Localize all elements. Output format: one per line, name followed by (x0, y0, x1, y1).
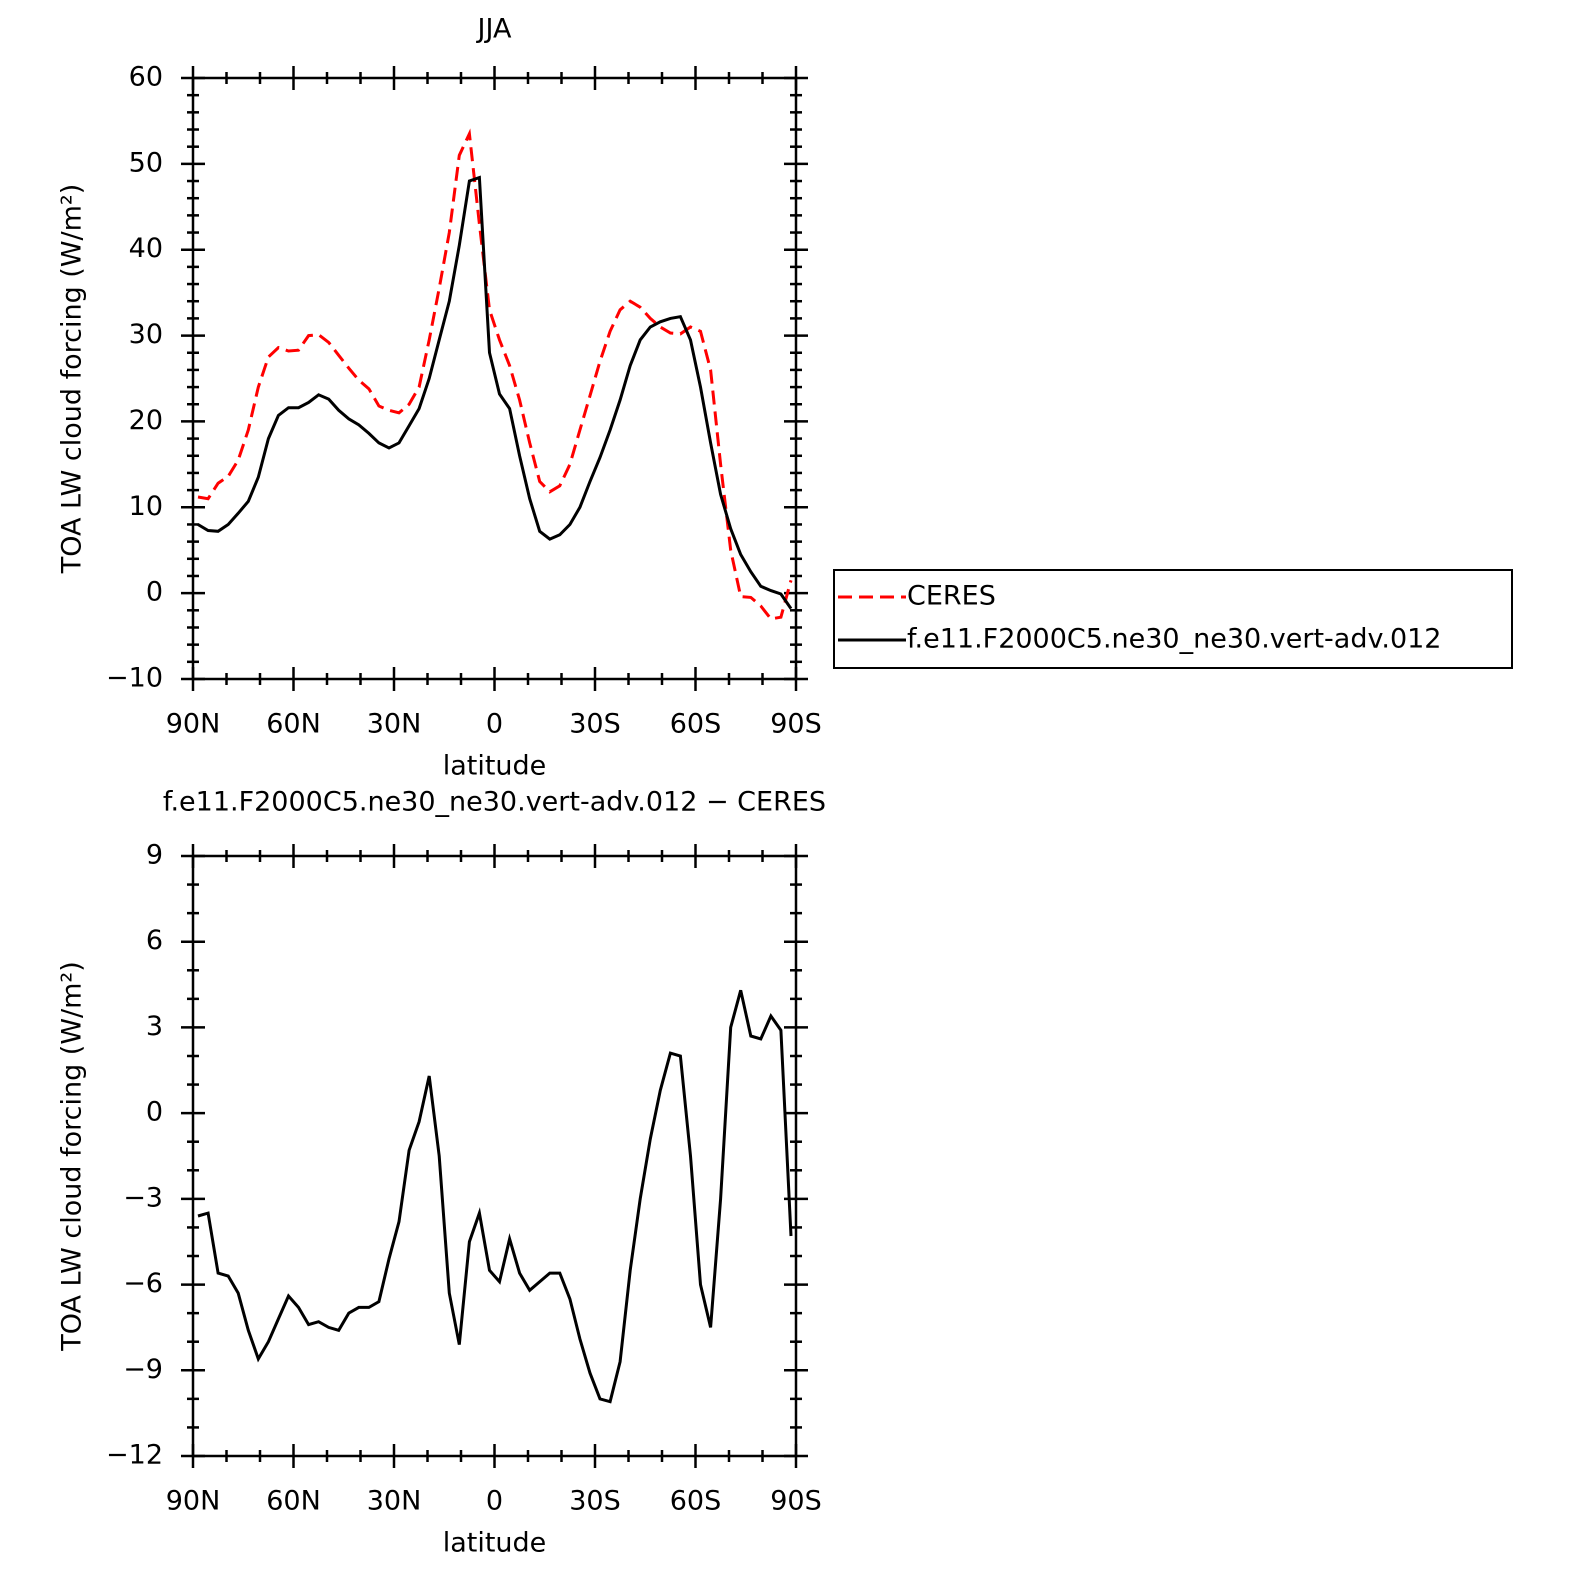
y-tick-label: 3 (146, 1011, 163, 1042)
x-tick-label: 30N (367, 1486, 422, 1517)
y-tick-label: 6 (146, 925, 163, 956)
y-tick-label: −9 (123, 1354, 163, 1385)
data-line (197, 128, 793, 621)
x-tick-label: 0 (486, 1486, 503, 1517)
y-axis-label: TOA LW cloud forcing (W/m²) (57, 184, 88, 575)
y-tick-label: 0 (146, 577, 163, 608)
y-tick-label: 60 (129, 62, 163, 93)
y-tick-label: 9 (146, 840, 163, 871)
y-tick-label: −3 (123, 1182, 163, 1213)
x-axis-label: latitude (443, 1528, 547, 1559)
chart-title: f.e11.F2000C5.ne30_ne30.vert-adv.012 − C… (163, 787, 826, 818)
x-tick-label: 30S (569, 1486, 621, 1517)
data-line (197, 175, 793, 610)
x-tick-label: 30N (367, 709, 422, 740)
x-tick-label: 60N (266, 709, 321, 740)
y-tick-label: 0 (146, 1097, 163, 1128)
legend-label: CERES (907, 581, 996, 612)
plot-frame (191, 854, 798, 1458)
x-tick-label: 90S (770, 1486, 822, 1517)
x-tick-label: 60N (266, 1486, 321, 1517)
legend-label: f.e11.F2000C5.ne30_ne30.vert-adv.012 (907, 624, 1441, 655)
y-tick-label: 30 (129, 319, 163, 350)
x-tick-label: 30S (569, 709, 621, 740)
x-tick-label: 60S (670, 1486, 722, 1517)
x-tick-label: 90N (166, 709, 221, 740)
y-tick-label: 20 (129, 405, 163, 436)
data-line (197, 989, 793, 1404)
y-axis-label: TOA LW cloud forcing (W/m²) (57, 961, 88, 1352)
x-tick-label: 90S (770, 709, 822, 740)
y-tick-label: 10 (129, 491, 163, 522)
y-tick-label: −6 (123, 1268, 163, 1299)
x-tick-label: 60S (670, 709, 722, 740)
x-axis-label: latitude (443, 751, 547, 782)
x-tick-label: 90N (166, 1486, 221, 1517)
y-tick-label: 50 (129, 147, 163, 178)
chart-title: JJA (476, 14, 512, 45)
x-tick-label: 0 (486, 709, 503, 740)
y-tick-label: −10 (106, 663, 163, 694)
y-tick-label: −12 (106, 1440, 163, 1471)
legend-box (833, 569, 1513, 669)
y-tick-label: 40 (129, 233, 163, 264)
